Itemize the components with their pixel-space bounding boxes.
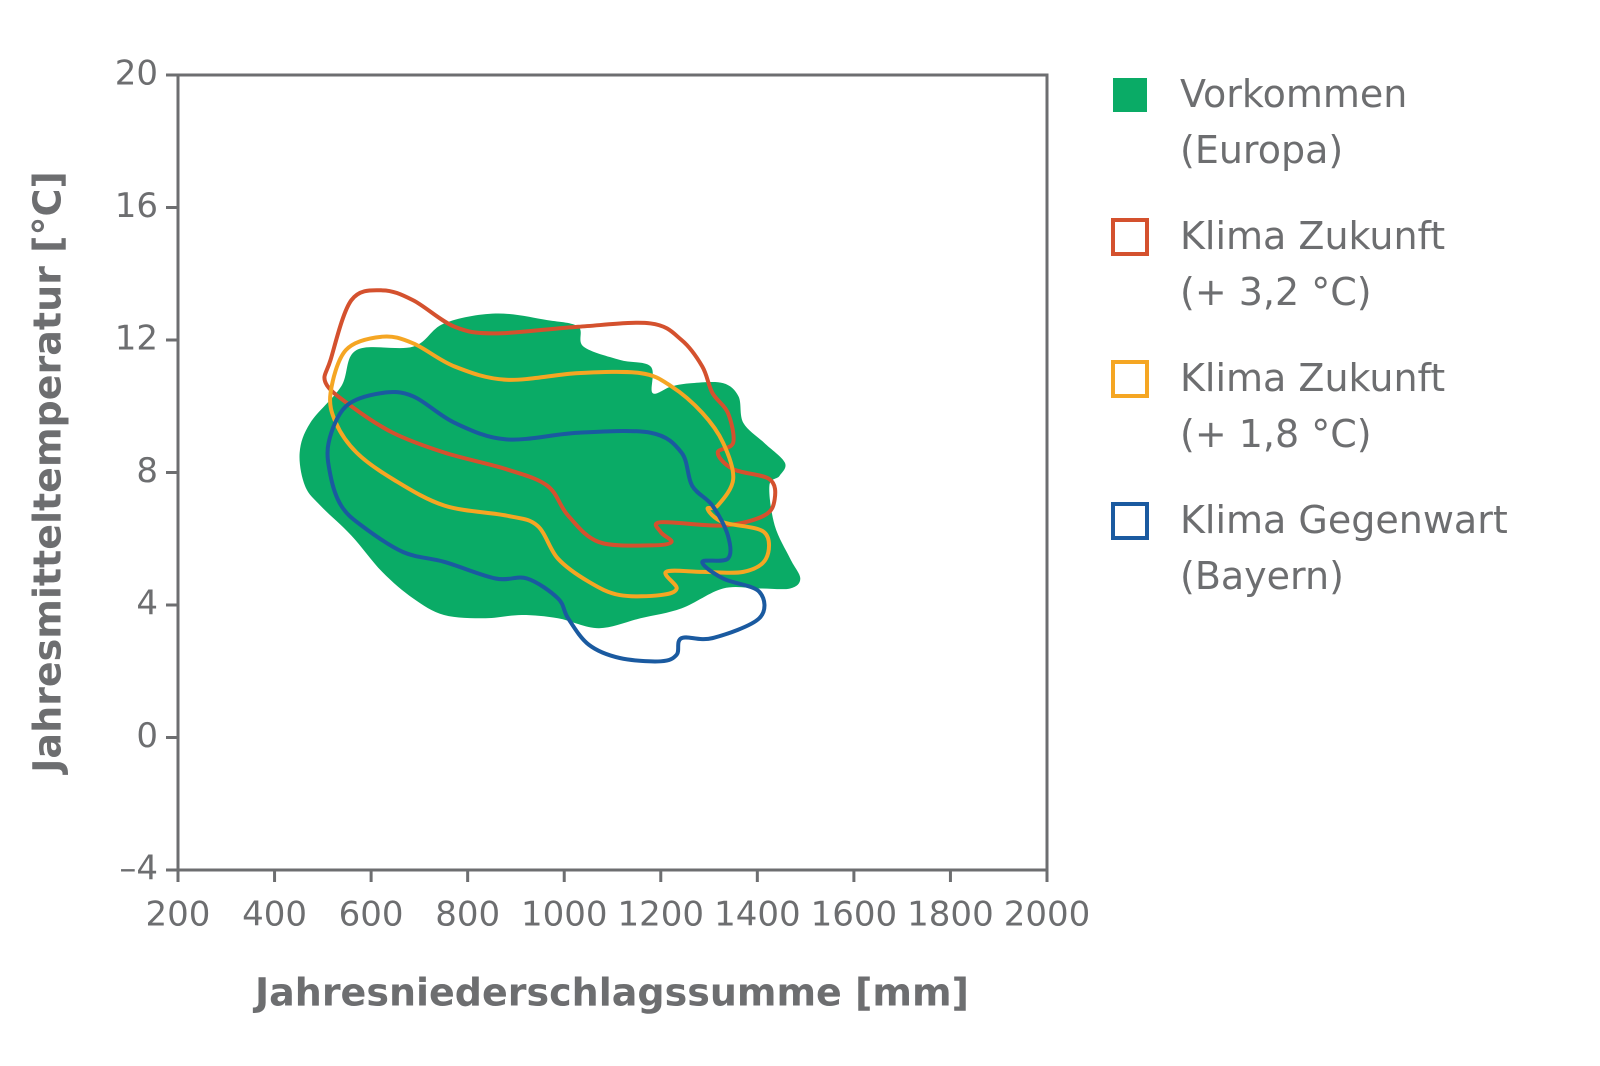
x-tick-label: 1800: [907, 895, 994, 935]
legend-swatch: [1111, 218, 1149, 256]
y-axis-title: Jahresmitteltemperatur [°C]: [26, 171, 70, 775]
x-tick-label: 800: [435, 895, 500, 935]
contour-line: [322, 288, 778, 548]
x-tick-label: 1000: [521, 895, 608, 935]
y-tick-label: –4: [119, 849, 158, 889]
y-tick-label: 8: [136, 451, 158, 491]
x-tick-label: 2000: [1004, 895, 1091, 935]
legend-swatch: [1113, 78, 1147, 112]
x-tick-label: 1400: [714, 895, 801, 935]
area: [299, 313, 801, 629]
y-tick-label: 0: [136, 716, 158, 756]
legend-swatch: [1111, 360, 1149, 398]
x-tick-label: 200: [146, 895, 211, 935]
x-tick-label: 1200: [618, 895, 705, 935]
legend-label: Klima Gegenwart (Bayern): [1180, 498, 1508, 598]
y-tick-label: 20: [115, 54, 158, 94]
x-axis-title: Jahresniederschlagssumme [mm]: [252, 971, 969, 1015]
y-tick-label: 12: [115, 319, 158, 359]
y-tick-label: 4: [136, 584, 158, 624]
legend-label: Vorkommen (Europa): [1180, 72, 1407, 172]
contour-line: [328, 334, 772, 599]
legend-label: Klima Zukunft (+ 3,2 °C): [1180, 214, 1445, 314]
x-tick-label: 600: [339, 895, 404, 935]
x-tick-label: 400: [242, 895, 307, 935]
y-tick-label: 16: [115, 186, 158, 226]
legend-swatch: [1111, 502, 1149, 540]
contour-line: [325, 390, 767, 664]
x-tick-label: 1600: [811, 895, 898, 935]
legend-label: Klima Zukunft (+ 1,8 °C): [1180, 356, 1445, 456]
